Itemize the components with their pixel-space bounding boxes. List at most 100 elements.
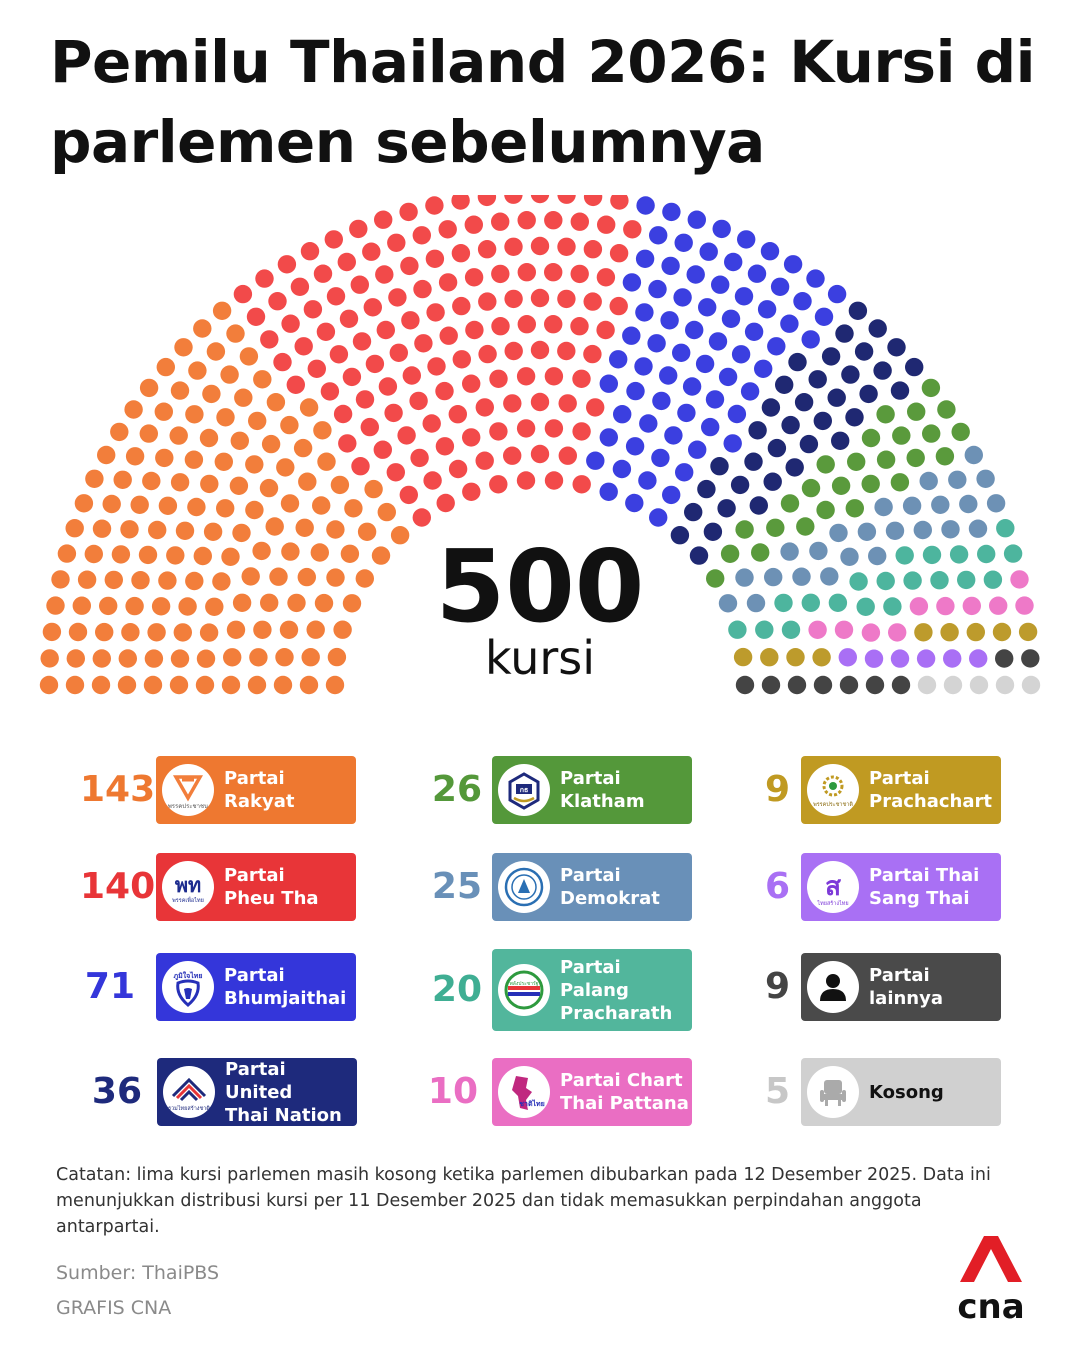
- seat-partai-thai-sang-thai: [916, 649, 936, 668]
- seat-partai-rakyat: [216, 499, 235, 518]
- seat-partai-pheu-tha: [464, 268, 484, 287]
- legend-label: Partai Klatham: [560, 768, 645, 812]
- legend-value: 6: [764, 866, 790, 907]
- seat-partai-demokrat: [941, 520, 960, 539]
- seat-partai-lainnya: [891, 675, 911, 695]
- seat-partai-palang-pracharath: [895, 546, 914, 565]
- seat-partai-demokrat: [735, 568, 754, 587]
- seat-partai-pheu-tha: [316, 322, 336, 341]
- seat-partai-bhumjaithai: [673, 288, 692, 307]
- seat-partai-rakyat: [185, 571, 204, 591]
- chair-icon: [807, 1066, 859, 1118]
- seat-partai-pheu-tha: [610, 195, 629, 210]
- seat-partai-bhumjaithai: [780, 314, 799, 333]
- legend-label: Partai Rakyat: [224, 768, 295, 812]
- seat-partai-pheu-tha: [362, 242, 381, 261]
- seat-partai-rakyat: [147, 623, 166, 642]
- seat-partai-pheu-tha: [530, 195, 550, 204]
- seat-partai-pheu-tha: [351, 457, 370, 476]
- seat-partai-bhumjaithai: [727, 404, 747, 424]
- seat-partai-demokrat: [780, 542, 799, 561]
- seat-partai-rakyat: [340, 544, 360, 563]
- seat-partai-chart-thai-pattana: [808, 620, 827, 639]
- legend-box: Partai Demokrat: [492, 853, 692, 921]
- seat-partai-palang-pracharath: [922, 545, 942, 565]
- seat-partai-pheu-tha: [320, 382, 340, 401]
- seat-partai-bhumjaithai: [635, 249, 655, 268]
- seat-partai-rakyat: [377, 502, 396, 522]
- seat-partai-rakyat: [65, 675, 85, 695]
- seat-partai-palang-pracharath: [957, 570, 976, 590]
- seat-kosong: [969, 675, 989, 695]
- seat-partai-rakyat: [130, 495, 149, 514]
- seat-partai-demokrat: [964, 445, 983, 465]
- seat-partai-rakyat: [202, 384, 221, 404]
- seat-partai-pheu-tha: [544, 263, 563, 282]
- seat-partai-rakyat: [85, 469, 104, 488]
- legend-entry-united-thai-nation: 36 รวมไทยสร้างชาติ Partai United Thai Nat…: [80, 1058, 360, 1126]
- seat-partai-rakyat: [299, 675, 319, 695]
- seat-partai-rakyat: [226, 620, 246, 639]
- seat-partai-bhumjaithai: [793, 292, 812, 311]
- legend-label: Partai Bhumjaithai: [224, 965, 347, 1009]
- seat-partai-chart-thai-pattana: [1015, 596, 1034, 615]
- seat-partai-united-thai-nation: [794, 393, 814, 412]
- seat-partai-bhumjaithai: [718, 367, 738, 387]
- seat-partai-klatham: [720, 544, 740, 563]
- seat-partai-pheu-tha: [435, 437, 455, 456]
- seat-partai-bhumjaithai: [622, 273, 642, 292]
- seat-partai-rakyat: [326, 520, 345, 539]
- seat-partai-pheu-tha: [530, 392, 550, 412]
- seat-partai-palang-pracharath: [876, 571, 895, 591]
- seat-partai-bhumjaithai: [662, 202, 681, 222]
- seat-partai-pheu-tha: [544, 211, 563, 230]
- seat-partai-lainnya: [839, 675, 859, 695]
- seat-partai-pheu-tha: [349, 219, 368, 239]
- seat-partai-united-thai-nation: [859, 384, 878, 404]
- seat-partai-pheu-tha: [464, 215, 483, 234]
- seat-partai-pheu-tha: [462, 428, 481, 447]
- seat-partai-pheu-tha: [294, 337, 313, 356]
- legend-label: Partai Pheu Tha: [224, 865, 319, 909]
- legend-label: Partai Demokrat: [560, 865, 660, 909]
- seat-partai-rakyat: [42, 622, 62, 642]
- seat-kosong: [917, 675, 937, 695]
- seat-partai-klatham: [861, 474, 880, 494]
- seat-partai-united-thai-nation: [841, 365, 860, 384]
- seat-partai-united-thai-nation: [821, 347, 841, 366]
- seat-partai-klatham: [735, 520, 754, 539]
- seat-partai-pheu-tha: [374, 210, 393, 229]
- seat-partai-rakyat: [344, 499, 363, 518]
- seat-kosong: [943, 675, 963, 695]
- seat-partai-pheu-tha: [329, 345, 349, 364]
- seat-partai-bhumjaithai: [639, 414, 658, 433]
- svg-text:ส: ส: [825, 872, 841, 902]
- seat-partai-demokrat: [764, 567, 783, 587]
- seat-partai-rakyat: [118, 649, 137, 668]
- seat-partai-pheu-tha: [268, 292, 287, 311]
- seat-partai-pheu-tha: [388, 288, 407, 307]
- seat-partai-pheu-tha: [373, 440, 392, 459]
- seat-partai-pheu-tha: [410, 448, 429, 468]
- svg-text:พรรคเพื่อไทย: พรรคเพื่อไทย: [172, 896, 204, 904]
- seat-partai-prachachart: [992, 622, 1012, 642]
- seat-partai-bhumjaithai: [711, 275, 730, 294]
- legend-box: พรรคประชาชน Partai Rakyat: [156, 756, 356, 824]
- seat-partai-rakyat: [139, 378, 159, 398]
- svg-text:พลังประชารัฐ: พลังประชารัฐ: [510, 981, 539, 987]
- seat-partai-rakyat: [287, 593, 306, 613]
- seat-partai-rakyat: [195, 675, 215, 695]
- seat-partai-rakyat: [269, 567, 288, 586]
- prachachart-logo-icon: พรรคประชาชาติ: [807, 764, 859, 816]
- seat-partai-pheu-tha: [448, 405, 467, 424]
- seat-partai-pheu-tha: [333, 404, 353, 424]
- legend-box: พรรคประชาชาติ Partai Prachachart: [801, 756, 1001, 824]
- seat-partai-rakyat: [121, 623, 140, 642]
- seat-partai-pheu-tha: [273, 352, 292, 372]
- seat-partai-rakyat: [253, 620, 272, 639]
- seat-partai-pheu-tha: [530, 236, 550, 256]
- seat-partai-pheu-tha: [277, 255, 297, 274]
- seat-partai-palang-pracharath: [996, 519, 1015, 538]
- seat-partai-palang-pracharath: [856, 597, 875, 616]
- chart-title: Pemilu Thailand 2026: Kursi di parlemen …: [50, 28, 1036, 176]
